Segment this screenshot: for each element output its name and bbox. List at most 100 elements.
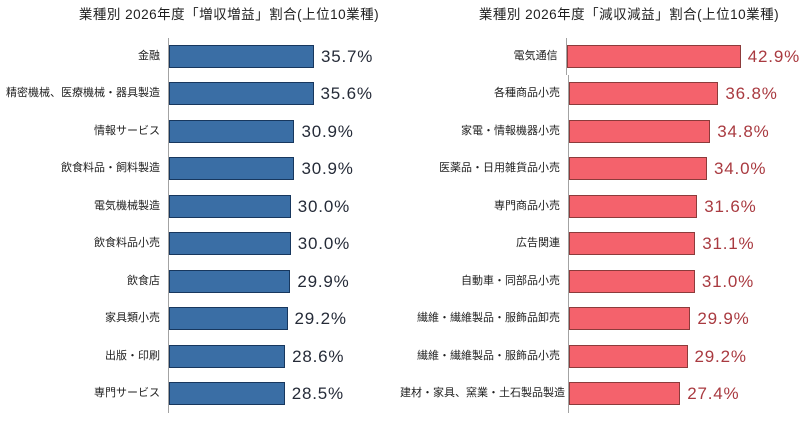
bar-row: 自動車・同部品小売 31.0% (400, 262, 800, 301)
chart-increase-panel: 業種別 2026年度「増収増益」割合(上位10業種) 金融 35.7% 精密機械、医… (0, 7, 400, 413)
bar-track: 30.0% (168, 225, 400, 263)
bar (569, 307, 691, 331)
bar (569, 382, 681, 406)
category-label: 医薬品・日用雑貨品小売 (439, 162, 560, 175)
bar-row: 繊維・繊維製品・服飾品卸売 29.9% (400, 300, 800, 338)
value-label: 35.6% (320, 84, 373, 104)
bar (569, 232, 696, 256)
value-label: 31.6% (704, 196, 757, 216)
value-label: 35.7% (320, 46, 374, 66)
value-label: 34.0% (714, 159, 767, 179)
bar (569, 82, 719, 106)
bar-track: 29.9% (568, 300, 800, 338)
bar-track: 29.2% (568, 337, 800, 376)
bar-row: 各種商品小売 36.8% (400, 75, 800, 113)
bar-row: 飲食料品・飼料製造 30.9% (0, 150, 400, 188)
bar-track: 31.0% (568, 262, 800, 301)
bar-row: 出版・印刷 28.6% (0, 337, 400, 376)
category-label: 自動車・同部品小売 (461, 274, 560, 287)
bar-track: 27.4% (568, 375, 800, 413)
bar-track: 35.7% (168, 37, 400, 76)
value-label: 34.8% (717, 121, 770, 141)
bar (169, 157, 295, 181)
value-label: 30.9% (301, 159, 354, 179)
bar-track: 34.8% (568, 112, 800, 151)
bar (169, 382, 285, 406)
bar-track: 29.2% (168, 300, 400, 338)
value-label: 31.1% (702, 234, 755, 254)
chart-title-increase: 業種別 2026年度「増収増益」割合(上位10業種) (78, 7, 380, 22)
bar-row: 医薬品・日用雑貨品小売 34.0% (400, 150, 800, 188)
bar-row: 家具類小売 29.2% (0, 300, 400, 338)
bar (169, 119, 295, 143)
value-label: 28.6% (292, 346, 345, 366)
category-label: 繊維・繊維製品・服飾品卸売 (417, 312, 560, 325)
bar-row: 専門サービス 28.5% (0, 375, 400, 413)
category-label: 精密機械、医療機械・器具製造 (6, 87, 160, 100)
bar-row: 建材・家具、窯業・土石製品製造 27.4% (400, 375, 800, 413)
category-label: 広告関連 (516, 237, 560, 250)
bar-row: 繊維・繊維製品・服飾品小売 29.2% (400, 337, 800, 376)
category-label: 各種商品小売 (494, 87, 560, 100)
bar-row: 広告関連 31.1% (400, 225, 800, 263)
value-label: 29.2% (694, 346, 747, 366)
value-label: 29.2% (294, 309, 347, 329)
category-label: 電気通信 (513, 49, 558, 62)
value-label: 42.9% (747, 46, 800, 66)
value-label: 31.0% (701, 271, 755, 291)
bar-row: 金融 35.7% (0, 37, 400, 76)
value-label: 29.9% (697, 309, 750, 329)
category-label: 飲食料品小売 (94, 237, 160, 250)
chart-title-decrease: 業種別 2026年度「減収減益」割合(上位10業種) (478, 7, 780, 22)
bar-row: 家電・情報機器小売 34.8% (400, 112, 800, 151)
category-label: 家電・情報機器小売 (461, 124, 560, 137)
value-label: 30.0% (297, 234, 350, 254)
bar (569, 194, 698, 218)
category-label: 繊維・繊維製品・服飾品小売 (417, 349, 560, 362)
bar (169, 269, 291, 293)
category-label: 飲食料品・飼料製造 (61, 162, 160, 175)
bar (569, 344, 688, 368)
category-label: 専門商品小売 (494, 199, 560, 212)
bar-track: 31.6% (568, 187, 800, 226)
category-label: 金融 (138, 49, 160, 62)
bar-track: 29.9% (168, 262, 400, 301)
bar-track: 30.9% (168, 112, 400, 151)
value-label: 30.0% (297, 196, 350, 216)
chart-decrease-panel: 業種別 2026年度「減収減益」割合(上位10業種) 電気通信 42.9% 各種商品… (400, 0, 800, 429)
bar (569, 269, 695, 293)
bar-row: 飲食店 29.9% (0, 262, 400, 301)
bar (169, 44, 314, 68)
bar-track: 42.9% (565, 37, 800, 76)
bar-track: 34.0% (568, 150, 800, 188)
bar-row: 電気機械製造 30.0% (0, 187, 400, 226)
bar-row: 電気通信 42.9% (400, 37, 800, 76)
bar-track: 30.9% (168, 150, 400, 188)
category-label: 出版・印刷 (105, 349, 160, 362)
bar-track: 35.6% (168, 75, 400, 113)
chart-plot-increase: 金融 35.7% 精密機械、医療機械・器具製造 35.6% 情報サービス 30.9% 飲食料… (0, 37, 400, 413)
bar-row: 飲食料品小売 30.0% (0, 225, 400, 263)
bar (566, 44, 741, 68)
category-label: 電気機械製造 (94, 199, 160, 212)
bar-track: 31.1% (568, 225, 800, 263)
bar (569, 157, 708, 181)
value-label: 30.9% (301, 121, 354, 141)
value-label: 28.5% (291, 384, 344, 404)
bar-track: 28.5% (168, 375, 400, 413)
bar-track: 36.8% (568, 75, 800, 113)
category-label: 情報サービス (94, 124, 160, 137)
bar (169, 194, 291, 218)
bar-track: 30.0% (168, 187, 400, 226)
value-label: 29.9% (297, 271, 350, 291)
bar-track: 28.6% (168, 337, 400, 376)
bar (169, 232, 291, 256)
category-label: 家具類小売 (105, 312, 160, 325)
bar (169, 307, 288, 331)
bar (169, 82, 314, 106)
value-label: 36.8% (725, 84, 778, 104)
bar-row: 情報サービス 30.9% (0, 112, 400, 151)
bar-row: 精密機械、医療機械・器具製造 35.6% (0, 75, 400, 113)
category-label: 飲食店 (127, 274, 160, 287)
